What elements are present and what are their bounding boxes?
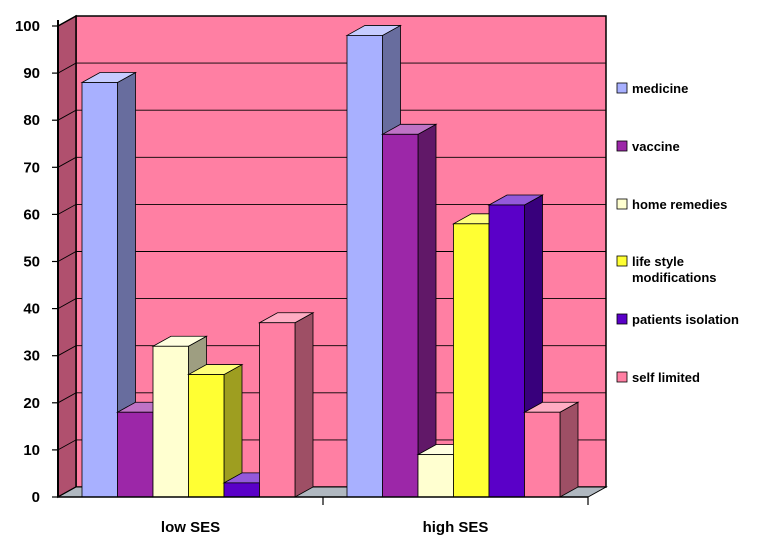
legend-label: medicine (632, 81, 688, 96)
y-tick-label: 90 (23, 65, 40, 82)
bar (524, 411, 561, 498)
legend-swatch (616, 371, 628, 383)
bar (81, 82, 118, 498)
y-tick-label: 20 (23, 395, 40, 412)
bar (453, 223, 490, 498)
y-axis-ticks: 0 10 20 30 40 50 60 70 80 90 100 (15, 18, 40, 506)
y-tick-label: 30 (23, 348, 40, 365)
gridline (57, 109, 606, 121)
bar (152, 345, 189, 498)
bar (346, 35, 383, 498)
y-tick-label: 100 (15, 18, 40, 35)
y-tick-label: 0 (32, 489, 40, 506)
gridline (57, 62, 606, 74)
y-tick-label: 50 (23, 254, 40, 271)
bars (80, 24, 580, 498)
legend-label: life style modifications (632, 254, 717, 285)
bar (382, 133, 419, 498)
legend: medicine vaccine home remedies life style mo… (616, 81, 739, 385)
axes (52, 20, 589, 505)
legend-label: home remedies (632, 197, 727, 212)
y-tick-label: 60 (23, 206, 40, 223)
bar (117, 411, 154, 498)
legend-swatch (616, 82, 628, 94)
legend-swatch (616, 313, 628, 325)
y-tick-label: 80 (23, 112, 40, 129)
bar (223, 482, 260, 498)
y-tick-label: 70 (23, 159, 40, 176)
x-axis-categories: low SES high SES (161, 519, 489, 536)
legend-swatch (616, 198, 628, 210)
gridline (57, 15, 606, 27)
x-category-label: low SES (161, 519, 220, 536)
legend-label: vaccine (632, 139, 680, 154)
legend-label: self limited (632, 370, 700, 385)
y-tick-label: 40 (23, 301, 40, 318)
y-tick-label: 10 (23, 442, 40, 459)
legend-swatch (616, 140, 628, 152)
bar (259, 322, 296, 498)
bar (417, 454, 454, 498)
legend-label: patients isolation (632, 312, 739, 327)
bar (488, 204, 525, 498)
bar-side (417, 123, 437, 498)
bar-side (294, 312, 314, 498)
legend-swatch (616, 255, 628, 267)
bar-side (559, 401, 579, 498)
x-category-label: high SES (423, 519, 489, 536)
bar (188, 374, 225, 498)
